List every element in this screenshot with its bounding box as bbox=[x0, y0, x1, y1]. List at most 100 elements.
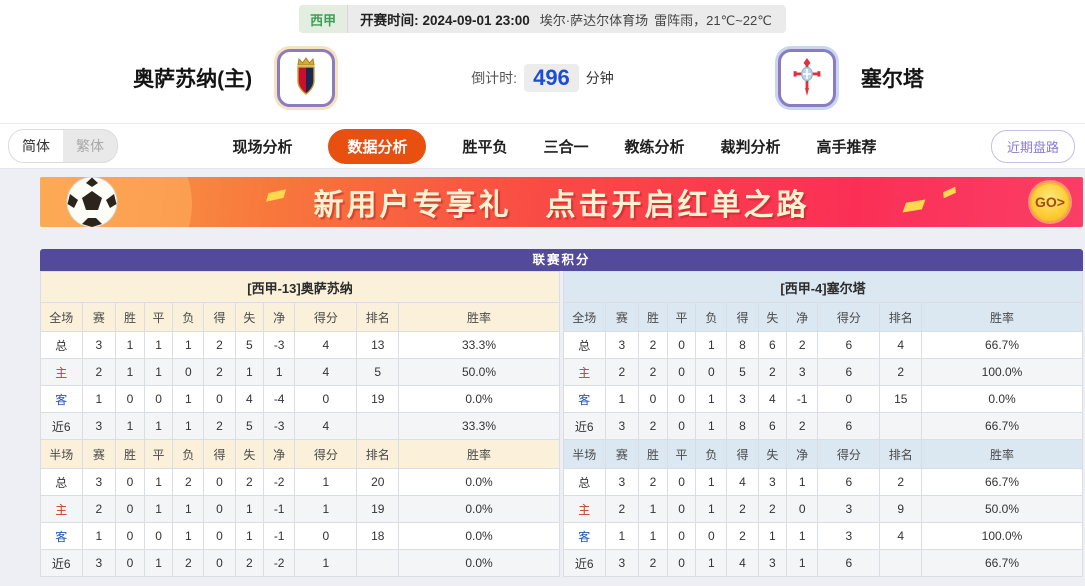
table-row: 近6 3 0 1 2 0 2 -2 1 0.0% bbox=[40, 549, 560, 577]
row-label: 主 bbox=[40, 358, 83, 386]
stat-cell: 1 bbox=[172, 331, 205, 359]
countdown-unit: 分钟 bbox=[585, 70, 614, 86]
column-header: 胜 bbox=[638, 302, 668, 332]
nav-tab[interactable]: 教练分析 bbox=[624, 138, 685, 156]
column-header: 得分 bbox=[817, 439, 881, 469]
team-table-header: [西甲-13]奥萨苏纳 bbox=[40, 271, 560, 303]
row-label: 近6 bbox=[40, 549, 83, 577]
row-label: 主 bbox=[563, 495, 606, 523]
nav-tab[interactable]: 现场分析 bbox=[232, 138, 293, 156]
go-button[interactable]: GO> bbox=[1030, 182, 1070, 222]
stat-cell: 66.7% bbox=[921, 412, 1083, 440]
column-header: 得分 bbox=[817, 302, 881, 332]
row-label: 近6 bbox=[40, 412, 83, 440]
stat-cell: 2 bbox=[604, 495, 640, 523]
column-header: 失 bbox=[234, 439, 265, 469]
stat-cell: 0.0% bbox=[398, 495, 560, 523]
stat-cell: 1 bbox=[81, 522, 117, 550]
away-team-logo bbox=[774, 46, 839, 110]
stat-cell: 1 bbox=[638, 522, 668, 550]
table-row: 主 2 1 1 0 2 1 1 4 5 50.0% bbox=[40, 358, 560, 386]
stat-cell: 0 bbox=[666, 468, 697, 496]
stat-cell: 2 bbox=[757, 358, 788, 386]
stat-cell: 1 bbox=[143, 495, 174, 523]
stat-cell: 0 bbox=[203, 522, 236, 550]
stat-cell bbox=[356, 549, 399, 577]
lang-traditional-button[interactable]: 繁体 bbox=[76, 138, 104, 154]
stat-cell: 66.7% bbox=[921, 331, 1083, 359]
away-team: 塞尔塔 bbox=[614, 46, 1085, 110]
table-row: 近6 3 2 0 1 4 3 1 6 66.7% bbox=[563, 549, 1083, 577]
stat-cell: 1 bbox=[294, 549, 358, 577]
stat-cell: 3 bbox=[604, 412, 640, 440]
league-points-section: 联赛积分 [西甲-13]奥萨苏纳 全场赛胜平负得失净得分 排名 胜率总 3 1 1 1 2 5 -3… bbox=[40, 249, 1083, 577]
spark-icon bbox=[943, 186, 956, 199]
league-table-home: [西甲-13]奥萨苏纳 全场赛胜平负得失净得分 排名 胜率总 3 1 1 1 2 5 -3 4 13 33… bbox=[40, 271, 560, 577]
stat-cell: 2 bbox=[726, 522, 759, 550]
stat-cell: 0 bbox=[695, 522, 728, 550]
stat-cell: 0 bbox=[143, 385, 174, 413]
stat-cell: 2 bbox=[638, 549, 668, 577]
stat-cell: 1 bbox=[172, 522, 205, 550]
nav-tab[interactable]: 裁判分析 bbox=[720, 138, 781, 156]
stat-cell: 5 bbox=[726, 358, 759, 386]
stat-cell: 19 bbox=[356, 385, 399, 413]
row-label: 主 bbox=[40, 495, 83, 523]
column-header: 胜 bbox=[115, 439, 145, 469]
stat-cell: 2 bbox=[604, 358, 640, 386]
league-table-away: [西甲-4]塞尔塔 全场赛胜平负得失净得分 排名 胜率总 3 2 0 1 8 6 2 6 4 66.7% 主… bbox=[563, 271, 1083, 577]
column-header: 平 bbox=[143, 439, 174, 469]
stat-cell: 0.0% bbox=[921, 385, 1083, 413]
stat-cell: 0.0% bbox=[398, 468, 560, 496]
stat-cell: -1 bbox=[263, 495, 296, 523]
nav-tab[interactable]: 胜平负 bbox=[462, 138, 508, 156]
nav-tab[interactable]: 高手推荐 bbox=[816, 138, 877, 156]
stat-cell: 1 bbox=[234, 358, 265, 386]
stat-cell: 8 bbox=[726, 412, 759, 440]
column-header: 半场 bbox=[563, 439, 606, 469]
column-header: 胜 bbox=[638, 439, 668, 469]
table-row: 客 1 0 0 1 0 4 -4 0 19 0.0% bbox=[40, 385, 560, 413]
lang-simplified-button[interactable]: 简体 bbox=[9, 130, 63, 162]
stat-cell: 2 bbox=[726, 495, 759, 523]
stat-cell: 3 bbox=[757, 549, 788, 577]
stat-cell: 3 bbox=[786, 358, 819, 386]
stat-cell: 2 bbox=[879, 468, 922, 496]
column-header: 赛 bbox=[81, 302, 117, 332]
column-header: 全场 bbox=[40, 302, 83, 332]
stat-cell: -2 bbox=[263, 549, 296, 577]
stat-cell: 4 bbox=[294, 412, 358, 440]
stat-cell: 2 bbox=[638, 331, 668, 359]
nav-tab[interactable]: 数据分析 bbox=[328, 128, 427, 164]
stat-cell: 6 bbox=[817, 468, 881, 496]
language-toggle[interactable]: 简体 繁体 bbox=[8, 129, 118, 163]
stat-cell: 2 bbox=[172, 468, 205, 496]
stat-cell: 3 bbox=[604, 549, 640, 577]
column-header: 全场 bbox=[563, 302, 606, 332]
stat-cell: 2 bbox=[203, 412, 236, 440]
promo-banner[interactable]: 新用户专享礼 点击开启红单之路 GO> bbox=[40, 177, 1083, 227]
recent-trend-link[interactable]: 近期盘路 bbox=[990, 129, 1075, 163]
stat-cell bbox=[879, 412, 922, 440]
spark-icon bbox=[902, 199, 926, 213]
stat-cell: 4 bbox=[234, 385, 265, 413]
stat-cell: 0 bbox=[115, 385, 145, 413]
stat-cell: 2 bbox=[786, 412, 819, 440]
nav-tab[interactable]: 三合一 bbox=[543, 138, 589, 156]
stat-cell: 19 bbox=[356, 495, 399, 523]
stat-cell: 0 bbox=[666, 522, 697, 550]
stat-cell: 1 bbox=[172, 412, 205, 440]
stat-cell: 0 bbox=[203, 385, 236, 413]
stat-cell: 0 bbox=[638, 385, 668, 413]
stat-cell: 1 bbox=[81, 385, 117, 413]
promo-banner-text: 新用户专享礼 点击开启红单之路 bbox=[313, 189, 810, 222]
stat-cell: 4 bbox=[726, 468, 759, 496]
stat-cell: 1 bbox=[638, 495, 668, 523]
osasuna-crest-icon bbox=[297, 57, 315, 95]
stat-cell: 0 bbox=[666, 549, 697, 577]
stat-cell: 2 bbox=[81, 358, 117, 386]
countdown-value: 496 bbox=[524, 64, 579, 92]
stat-cell: 3 bbox=[817, 495, 881, 523]
stat-cell: 6 bbox=[817, 412, 881, 440]
stat-cell: 1 bbox=[263, 358, 296, 386]
